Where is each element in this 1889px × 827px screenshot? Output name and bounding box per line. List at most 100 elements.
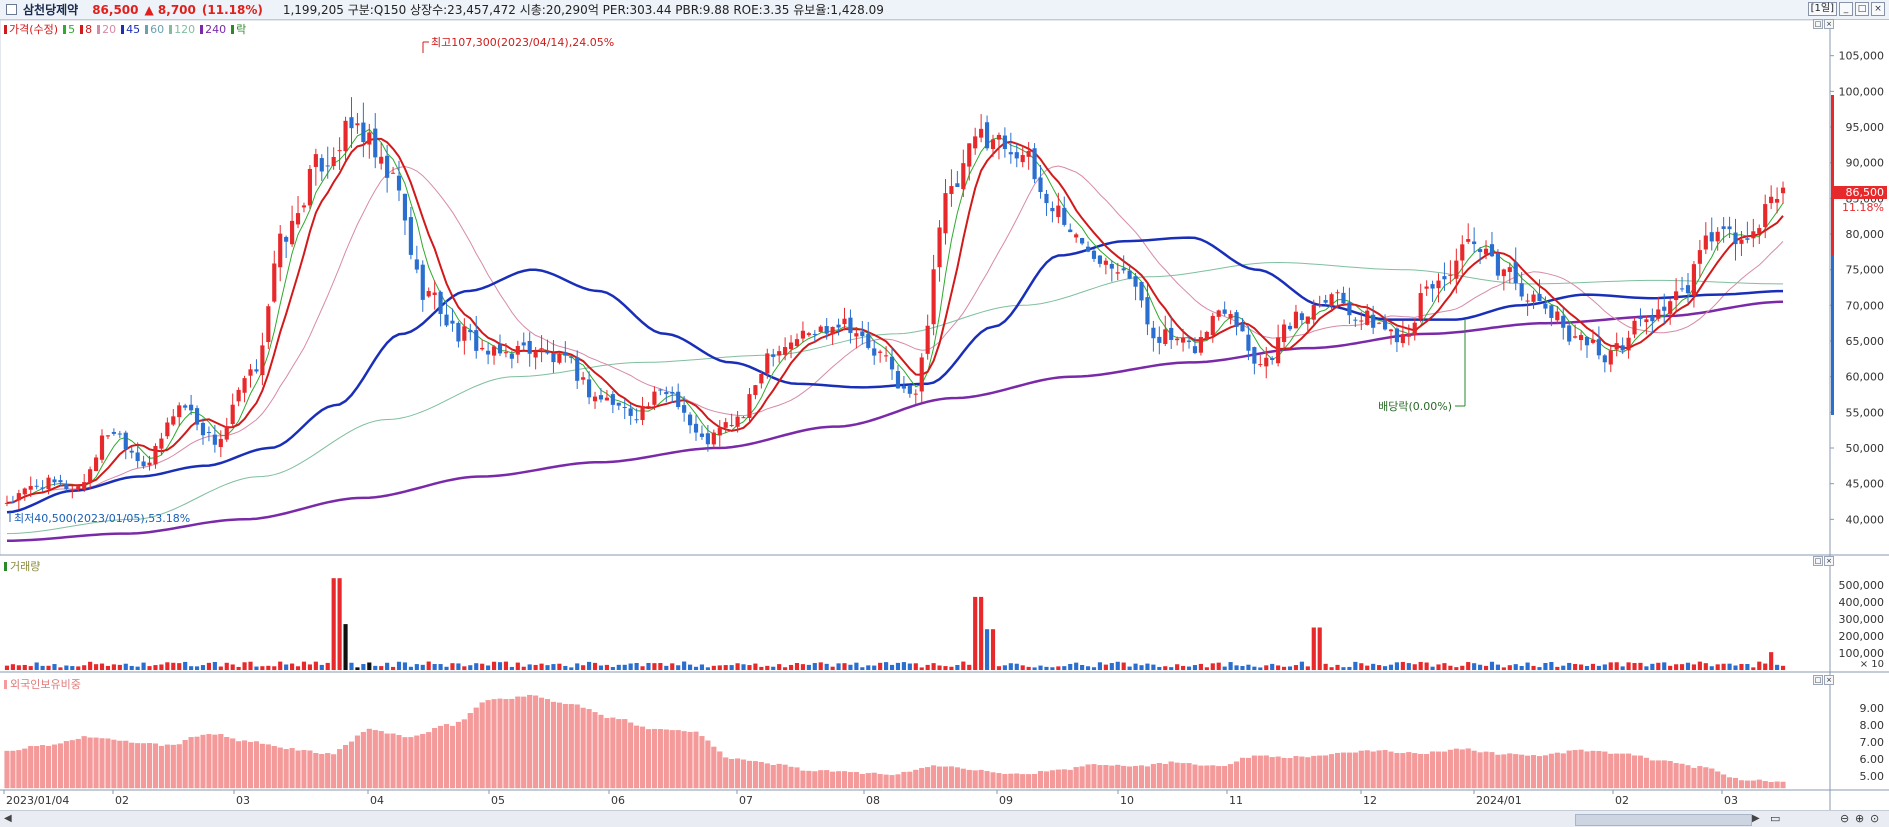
foreign-bar [574,704,580,789]
foreign-bar [1275,756,1281,789]
select-checkbox[interactable] [6,4,17,15]
candle-body [503,352,509,354]
candle-body [1062,207,1067,225]
foreign-bar [1352,752,1358,789]
candle-body [129,450,134,453]
legend-item[interactable]: 120 [169,21,195,37]
foreign-bar [473,707,479,789]
panel-close-icon[interactable]: × [1824,675,1834,685]
foreign-bar [224,737,230,789]
zoom-in-icon[interactable]: ⊕ [1855,812,1865,825]
foreign-bar [1085,764,1091,789]
legend-item[interactable]: 락 [231,21,246,37]
volume-bar [1085,666,1091,670]
foreign-bar [1269,757,1275,789]
candle-body [1074,234,1079,238]
candle-body [1109,263,1114,269]
candle-body [895,371,901,389]
volume-bar [1145,663,1150,670]
x-tick-label: 03 [236,794,250,807]
panel-close-icon[interactable]: × [1824,19,1834,29]
panel-close-icon[interactable]: × [1824,556,1834,566]
foreign-bar [57,743,63,789]
foreign-bar [1204,765,1210,789]
volume-bar [373,665,378,670]
legend-item[interactable]: 45 [121,21,140,37]
volume-bar [1769,652,1774,670]
foreign-bar [1346,752,1352,789]
panel-maximize-icon[interactable]: □ [1813,19,1823,29]
foreign-bar [1709,768,1715,789]
candle-body [290,220,295,245]
foreign-bar [307,750,313,789]
volume-bar [367,662,372,670]
foreign-bar [1697,766,1703,789]
volume-bar [141,662,146,670]
legend-item[interactable]: 60 [145,21,164,37]
foreign-bar [485,700,491,789]
volume-bar [1210,663,1215,670]
y-tick-label: 500,000 [1839,579,1885,592]
candle-body [456,322,461,342]
candle-body [111,431,116,434]
volume-bar [46,665,51,670]
legend-item[interactable]: 5 [63,21,75,37]
maximize-icon[interactable]: □ [1855,2,1869,16]
zoom-out-icon[interactable]: ⊖ [1840,812,1850,825]
foreign-bar [40,745,46,789]
minimize-icon[interactable]: _ [1839,2,1853,16]
foreign-bar [1780,781,1786,789]
candle-body [563,352,568,356]
candle-body [1602,355,1607,363]
legend-item[interactable]: 240 [200,21,226,37]
volume-bar [1662,662,1667,670]
foreign-bar [1299,756,1305,789]
period-button[interactable]: [1일] [1807,2,1837,16]
candle-body [1608,350,1613,365]
candle-body [432,292,437,295]
legend-item[interactable]: 20 [97,21,116,37]
panel-maximize-icon[interactable]: □ [1813,675,1823,685]
foreign-bar [1447,749,1453,789]
scroll-right-icon[interactable]: ▶ [1752,813,1760,824]
legend-item[interactable]: 8 [80,21,92,37]
foreign-bar [319,754,325,789]
candle-body [848,317,853,333]
legend-item[interactable]: 가격(수정) [4,21,58,37]
candle-body [402,193,408,221]
foreign-bar [1501,754,1507,789]
volume-bar [1139,665,1144,670]
panel-maximize-icon[interactable]: □ [1813,556,1823,566]
volume-bar [521,666,526,670]
foreign-bar [455,721,461,789]
foreign-bar [1489,752,1495,789]
foreign-bar [913,769,919,789]
candle-body [307,168,312,206]
candle-body [1145,297,1150,325]
candle-body [919,357,924,392]
candle-body [913,393,918,395]
volume-bar [806,664,811,670]
foreign-bar [194,736,200,789]
candle-body [1543,303,1548,309]
scroll-thumb[interactable] [1575,814,1752,826]
foreign-bar [1626,753,1632,789]
foreign-bar [883,774,889,789]
horizontal-scrollbar[interactable]: ◀ ▶ ▭ ⊖ ⊕ ⊙ [0,810,1889,827]
volume-bar [76,666,81,670]
stock-chart[interactable]: 40,000 45,000 50,000 55,000 60,000 65,000 70,0… [0,0,1889,810]
zoom-slider-icon[interactable]: ▭ [1770,812,1781,825]
volume-bar [1448,665,1453,670]
volume-bar [1044,666,1049,670]
zoom-reset-icon[interactable]: ⊙ [1870,812,1880,825]
candle-body [385,155,390,178]
candle-body [1555,311,1560,321]
scroll-left-icon[interactable]: ◀ [4,813,12,824]
volume-bar [1697,661,1702,670]
foreign-bar [895,774,901,789]
close-icon[interactable]: × [1871,2,1885,16]
foreign-bar [1608,753,1614,789]
foreign-bar [1388,751,1394,789]
candle-body [444,314,449,326]
candle-body [1216,310,1221,317]
